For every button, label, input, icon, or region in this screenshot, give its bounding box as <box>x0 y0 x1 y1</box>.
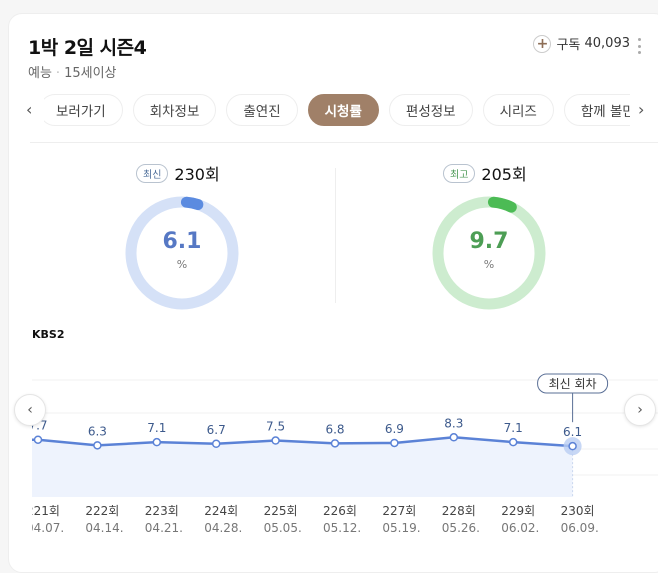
age-rating: 15세이상 <box>64 66 117 81</box>
episode-label: 221회 <box>32 504 60 518</box>
data-label: 7.1 <box>504 421 523 435</box>
best-rating-value: 9.7 <box>469 229 509 254</box>
x-tick-label: 228회 05.26. <box>442 503 480 537</box>
ratings-line-chart: 최신 회차7.7 6.3 7.1 6.7 7.5 6.8 6.9 8.3 7.1 6.1 <box>32 373 658 497</box>
data-label: 7.5 <box>266 420 285 434</box>
latest-rating-unit: % <box>176 258 188 271</box>
separator: · <box>55 66 61 81</box>
data-label: 6.8 <box>325 422 344 436</box>
genre: 예능 <box>28 66 52 81</box>
data-label: 8.3 <box>444 416 463 430</box>
episode-label: 224회 <box>204 504 239 518</box>
chart-next-button[interactable]: › <box>624 394 656 426</box>
data-point <box>449 433 459 442</box>
x-tick-label: 221회 04.07. <box>32 503 64 537</box>
chevron-left-icon: ‹ <box>27 402 33 418</box>
divider <box>30 142 658 143</box>
tab-episodes[interactable]: 회차정보 <box>132 94 217 126</box>
date-label: 06.02. <box>501 521 540 535</box>
x-tick-label: 225회 05.05. <box>264 503 302 537</box>
tab-related[interactable]: 함께 볼만한 <box>563 94 630 126</box>
best-rating-unit: % <box>483 258 495 271</box>
x-tick-label: 223회 04.21. <box>145 503 183 537</box>
ratings-chart: 최신 회차7.76.37.16.77.56.86.98.37.16.1 221회… <box>32 350 658 546</box>
episode-label: 229회 <box>501 504 536 518</box>
latest-rating-donut <box>125 196 239 310</box>
date-label: 06.09. <box>560 521 599 535</box>
x-tick-label: 222회 04.14. <box>85 503 123 537</box>
data-label: 6.3 <box>88 424 107 438</box>
program-title: 1박 2일 시즌4 <box>28 37 147 59</box>
data-point <box>271 436 280 445</box>
episode-label: 222회 <box>85 504 120 518</box>
tab-ratings[interactable]: 시청률 <box>307 94 379 126</box>
date-label: 04.28. <box>204 521 243 535</box>
subscribe-label: 구독 <box>556 38 581 53</box>
best-episode: 최고 205회 <box>443 161 527 185</box>
x-tick-label: 230회 06.09. <box>561 503 599 537</box>
tab-schedule[interactable]: 편성정보 <box>388 94 473 126</box>
chart-prev-button[interactable]: ‹ <box>14 394 46 426</box>
data-point <box>390 438 399 448</box>
episode-label: 227회 <box>382 504 417 518</box>
tab-watch[interactable]: 보러가기 <box>44 94 123 126</box>
data-point <box>211 439 221 449</box>
plus-icon: + <box>533 34 552 53</box>
data-point <box>568 441 577 451</box>
tabs-next-icon[interactable]: › <box>638 100 645 119</box>
chevron-right-icon: › <box>637 402 643 418</box>
network-label: KBS2 <box>32 328 65 341</box>
date-label: 04.21. <box>144 521 183 535</box>
data-point <box>152 437 162 447</box>
subscribe-button[interactable]: + 구독 40,093 <box>533 34 630 53</box>
tooltip-text: 최신 회차 <box>549 377 597 391</box>
data-label: 6.1 <box>563 425 582 439</box>
latest-episode: 최신 230회 <box>136 161 220 185</box>
donut-arc <box>125 196 239 310</box>
donut-arc <box>432 196 546 310</box>
x-tick-label: 227회 05.19. <box>382 503 420 537</box>
subscriber-count: 40,093 <box>584 36 631 51</box>
date-label: 05.19. <box>382 521 421 535</box>
episode-label: 230회 <box>560 504 595 518</box>
more-options-icon[interactable] <box>638 38 642 54</box>
program-meta: 예능 · 15세이상 <box>28 62 117 81</box>
latest-rating-value: 6.1 <box>162 229 202 254</box>
tooltip-box <box>537 373 609 394</box>
tab-cast[interactable]: 출연진 <box>226 94 298 126</box>
tab-bar: ‹ 보러가기 회차정보 출연진 시청률 편성정보 시리즈 함께 볼만한 › <box>22 92 658 128</box>
data-point <box>330 439 340 448</box>
episode-label: 228회 <box>441 504 476 518</box>
date-label: 05.05. <box>263 521 302 535</box>
data-point <box>93 441 102 450</box>
episode-label: 226회 <box>323 504 357 518</box>
tab-series[interactable]: 시리즈 <box>482 94 554 126</box>
divider <box>335 168 336 303</box>
best-episode-number: 205회 <box>481 165 527 184</box>
best-rating-donut <box>432 196 546 310</box>
chart-area <box>32 437 573 497</box>
date-label: 05.12. <box>323 521 362 535</box>
data-label: 6.9 <box>385 422 404 436</box>
latest-episode-number: 230회 <box>174 165 220 184</box>
date-label: 04.14. <box>85 521 124 535</box>
best-badge: 최고 <box>443 163 476 183</box>
data-label: 7.1 <box>147 421 166 435</box>
data-point <box>508 437 518 447</box>
x-tick-label: 226회 05.12. <box>323 503 361 537</box>
date-label: 05.26. <box>441 521 480 535</box>
episode-label: 223회 <box>144 504 179 518</box>
x-tick-label: 229회 06.02. <box>501 503 539 537</box>
x-tick-label: 224회 04.28. <box>204 503 242 537</box>
episode-label: 225회 <box>263 504 298 518</box>
date-label: 04.07. <box>32 521 65 535</box>
data-point <box>33 435 43 444</box>
tabs-prev-icon[interactable]: ‹ <box>26 100 33 119</box>
latest-badge: 최신 <box>136 163 169 183</box>
data-label: 6.7 <box>207 423 226 437</box>
